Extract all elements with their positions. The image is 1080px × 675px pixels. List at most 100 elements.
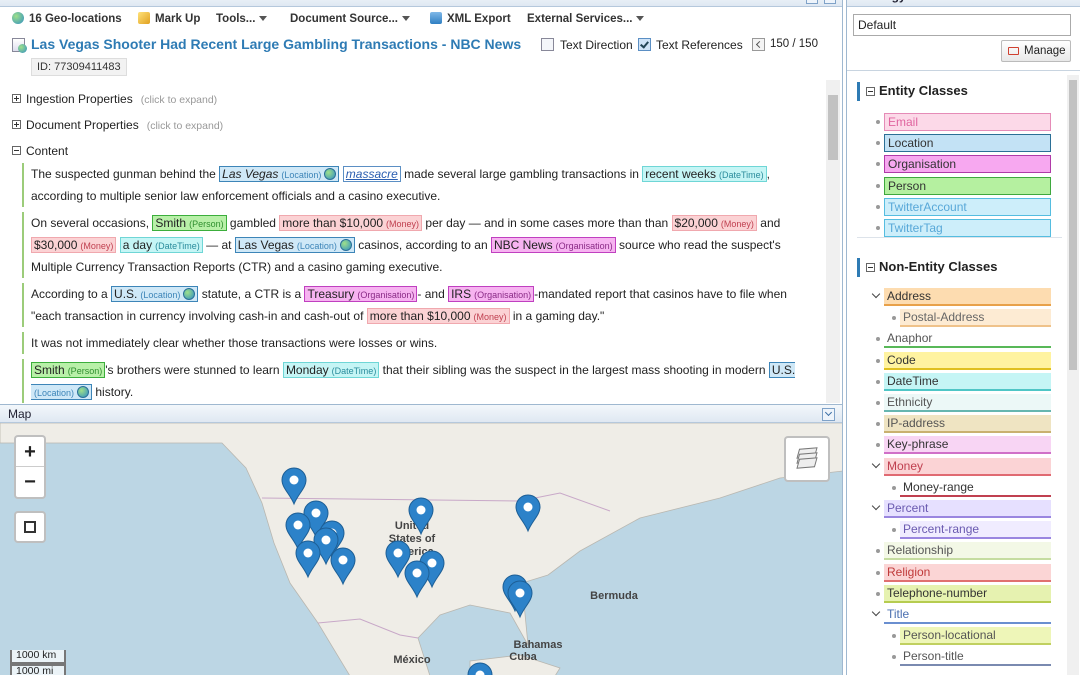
bullet xyxy=(892,655,896,660)
section-row[interactable]: Content xyxy=(26,143,68,159)
map-marker[interactable] xyxy=(515,494,541,533)
non-entity-class[interactable]: Relationship xyxy=(884,542,1051,561)
expand-chevron[interactable] xyxy=(871,459,881,468)
entity-class[interactable]: Location xyxy=(884,134,1051,153)
non-entity-class[interactable]: Money-range xyxy=(900,478,1051,497)
non-entity-class[interactable]: DateTime xyxy=(884,372,1051,391)
map-marker[interactable] xyxy=(467,662,493,675)
annotation[interactable]: Smith (Person) xyxy=(31,362,106,378)
expand-chevron[interactable] xyxy=(871,289,881,299)
toolbar-item[interactable]: External Services... xyxy=(527,11,645,27)
map-marker[interactable] xyxy=(404,560,430,599)
document-panel: Document 16 Geo-locations Mark Up Tools... D… xyxy=(0,0,843,405)
maximize-button[interactable] xyxy=(824,0,836,4)
non-entity-class[interactable]: Person-title xyxy=(900,648,1051,667)
annotation-text: $30,000 xyxy=(34,238,78,252)
map-marker[interactable] xyxy=(385,540,411,579)
expand-toggle[interactable] xyxy=(12,146,21,155)
scrollbar-thumb[interactable] xyxy=(828,95,838,160)
annotation-label: (Money) xyxy=(386,219,420,229)
non-entity-class[interactable]: Telephone-number xyxy=(884,584,1051,603)
chevron xyxy=(824,408,833,417)
toolbar-label: Document Source... xyxy=(290,13,398,25)
toolbar-item[interactable]: Tools... xyxy=(216,11,268,27)
toolbar-item[interactable]: Document Source... xyxy=(290,11,410,27)
non-entity-class[interactable]: Key-phrase xyxy=(884,436,1051,455)
non-entity-class[interactable]: Percent xyxy=(884,500,1051,518)
annotation[interactable]: Smith (Person) xyxy=(152,215,227,231)
collapse-toggle[interactable] xyxy=(866,87,875,96)
scrollbar-thumb[interactable] xyxy=(1069,80,1077,370)
fullscreen-button[interactable] xyxy=(14,511,46,543)
annotation[interactable]: more than $10,000 (Money) xyxy=(366,308,510,324)
text-references-checkbox[interactable] xyxy=(638,38,651,51)
map-marker[interactable] xyxy=(330,547,356,586)
annotation-label: (DateTime) xyxy=(718,170,764,180)
non-entity-class[interactable]: Percent-range xyxy=(900,521,1051,540)
zoom-out[interactable]: − xyxy=(24,471,36,493)
toolbar-item[interactable]: 16 Geo-locations xyxy=(12,11,122,27)
annotation[interactable]: NBC News (Organisation) xyxy=(490,237,616,253)
zoom-in[interactable]: + xyxy=(16,437,44,467)
toolbar-label: 16 Geo-locations xyxy=(29,13,122,25)
text-references[interactable]: Text References xyxy=(656,38,743,52)
paragraph: Smith (Person)'s brothers were stunned to… xyxy=(22,359,812,403)
check-mark xyxy=(640,39,649,49)
map[interactable]: United States of AmericaBermudaBahamasCuba… xyxy=(0,423,843,675)
text: source who read the suspect's Multiple C… xyxy=(31,238,785,274)
annotation[interactable]: IRS (Organisation) xyxy=(448,286,535,302)
map-marker[interactable] xyxy=(281,467,307,506)
entity-class[interactable]: Email xyxy=(884,113,1051,131)
section-bar xyxy=(857,82,860,101)
map-marker[interactable] xyxy=(295,540,321,579)
ontology-select[interactable]: Default xyxy=(853,14,1071,36)
annotation[interactable]: $20,000 (Money) xyxy=(671,215,757,231)
collapse-button[interactable] xyxy=(822,408,835,421)
non-entity-class[interactable]: Religion xyxy=(884,563,1051,582)
map-marker[interactable] xyxy=(507,580,533,619)
section-row[interactable]: Document Properties (click to expand) xyxy=(26,117,223,133)
non-entity-class[interactable]: Address xyxy=(884,288,1051,306)
annotation[interactable]: more than $10,000 (Money) xyxy=(279,215,423,231)
non-entity-class[interactable]: Postal-Address xyxy=(900,309,1051,328)
expand-chevron[interactable] xyxy=(871,607,881,617)
toolbar-item[interactable]: XML Export xyxy=(430,11,511,27)
text-direction[interactable]: Text Direction xyxy=(560,38,633,52)
collapse-toggle[interactable] xyxy=(866,263,875,272)
non-entity-class[interactable]: Money xyxy=(884,457,1051,476)
non-entity-class[interactable]: Anaphor xyxy=(884,330,1051,349)
previous-button[interactable] xyxy=(752,38,765,51)
expand-toggle[interactable] xyxy=(12,120,21,129)
expand-chevron[interactable] xyxy=(871,501,881,511)
annotation-link[interactable]: massacre xyxy=(342,166,401,182)
annotation[interactable]: Monday (DateTime) xyxy=(282,362,380,378)
text-direction-icon[interactable] xyxy=(541,38,554,51)
annotation-label: (Organisation) xyxy=(555,241,613,251)
annotation[interactable]: Las Vegas (Location) xyxy=(219,166,340,182)
map-marker[interactable] xyxy=(285,512,311,551)
map-marker[interactable] xyxy=(408,497,434,536)
section-row[interactable]: Ingestion Properties (click to expand) xyxy=(26,91,217,107)
non-entity-class[interactable]: IP-address xyxy=(884,415,1051,434)
manage-button[interactable]: Manage xyxy=(1001,40,1071,62)
annotation[interactable]: $30,000 (Money) xyxy=(31,237,117,253)
non-entity-class[interactable]: Title xyxy=(884,606,1051,624)
toolbar-item[interactable]: Mark Up xyxy=(138,11,200,27)
entity-class[interactable]: TwitterAccount xyxy=(884,197,1051,216)
collapse-button[interactable] xyxy=(806,0,818,4)
annotation[interactable]: Treasury (Organisation) xyxy=(304,286,418,302)
marker-dot xyxy=(289,475,299,485)
entity-class[interactable]: TwitterTag xyxy=(884,219,1051,237)
entity-class[interactable]: Person xyxy=(884,176,1051,195)
non-entity-class[interactable]: Person-locational xyxy=(900,627,1051,646)
layers-button[interactable] xyxy=(784,436,830,482)
annotation-text: Las Vegas xyxy=(222,167,279,181)
non-entity-class[interactable]: Code xyxy=(884,351,1051,370)
annotation[interactable]: a day (DateTime) xyxy=(119,237,203,253)
entity-class[interactable]: Organisation xyxy=(884,155,1051,174)
annotation[interactable]: U.S.(Location) xyxy=(111,286,199,302)
annotation[interactable]: Las Vegas (Location) xyxy=(234,237,355,253)
expand-toggle[interactable] xyxy=(12,94,21,103)
annotation[interactable]: recent weeks (DateTime) xyxy=(642,166,767,182)
non-entity-class[interactable]: Ethnicity xyxy=(884,394,1051,412)
